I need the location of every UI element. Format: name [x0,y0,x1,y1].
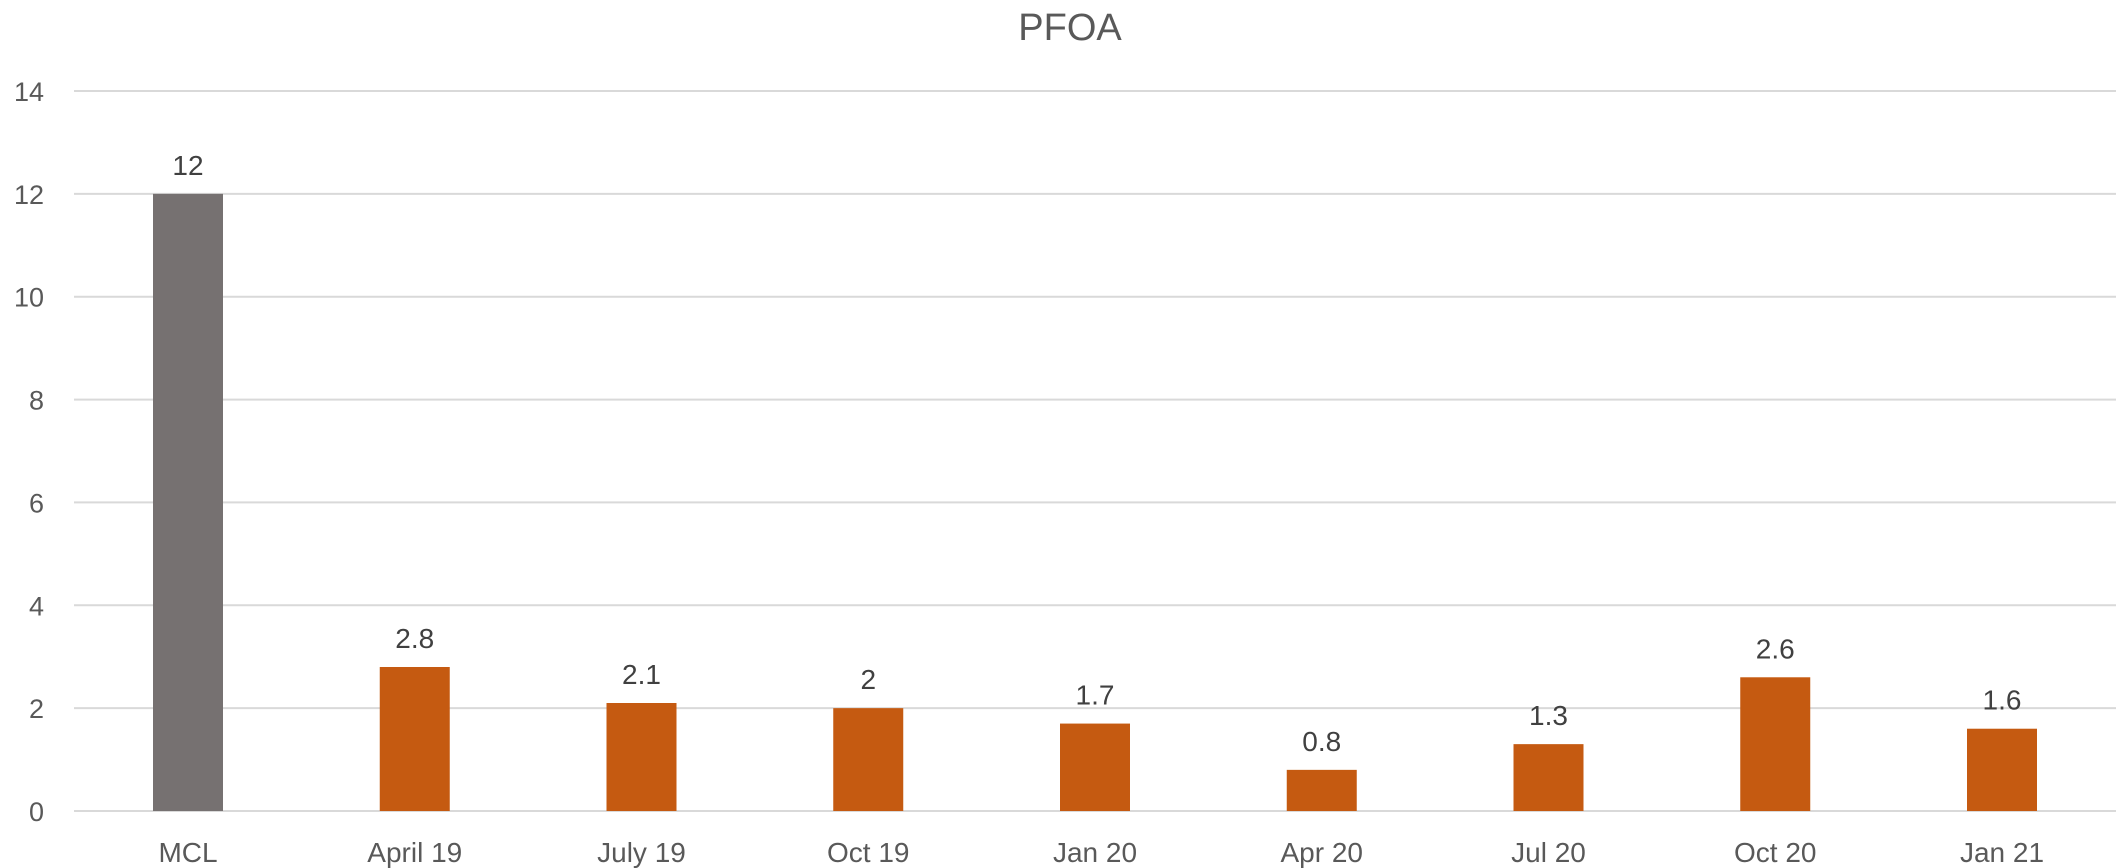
x-category-label: Oct 19 [827,837,909,868]
bar-april-19 [379,667,450,811]
x-category-label: MCL [158,837,217,868]
x-category-label: April 19 [367,837,462,868]
y-tick-label: 6 [29,488,44,518]
bar-mcl [153,193,223,811]
bar-apr-20 [1286,769,1357,811]
x-category-label: Apr 20 [1281,837,1364,868]
y-axis-ticks: 0 2 4 6 8 10 12 14 [14,77,44,827]
data-label: 12 [172,150,203,181]
bar-jul-20 [1513,744,1584,811]
y-tick-label: 2 [29,694,44,724]
bar-july-19 [606,703,677,811]
x-category-label: Oct 20 [1734,837,1816,868]
data-label: 2.8 [395,623,434,654]
bars [153,193,2037,811]
bar-jan-20 [1060,723,1130,811]
data-label: 0.8 [1302,726,1341,757]
bar-oct-19 [833,708,904,811]
y-tick-label: 12 [14,180,44,210]
bar-jan-21 [1967,728,2037,811]
x-category-label: Jul 20 [1511,837,1586,868]
bar-oct-20 [1740,677,1811,811]
data-label: 1.7 [1076,680,1115,711]
y-tick-label: 4 [29,591,44,621]
data-label: 1.6 [1983,685,2022,716]
data-label: 2.1 [622,659,661,690]
data-label: 1.3 [1529,700,1568,731]
x-category-label: Jan 21 [1960,837,2044,868]
x-category-label: July 19 [597,837,686,868]
x-category-label: Jan 20 [1053,837,1137,868]
y-tick-label: 8 [29,386,44,416]
y-tick-label: 10 [14,283,44,313]
data-label: 2.6 [1756,633,1795,664]
data-label: 2 [860,664,876,695]
y-tick-label: 0 [29,797,44,827]
x-axis-categories: MCL April 19 July 19 Oct 19 Jan 20 Apr 20 Jul … [158,837,2044,868]
chart-title: PFOA [1018,7,1122,49]
data-labels: 12 2.8 2.1 2 1.7 0.8 1.3 2.6 1.6 [172,150,2021,757]
y-tick-label: 14 [14,77,44,107]
